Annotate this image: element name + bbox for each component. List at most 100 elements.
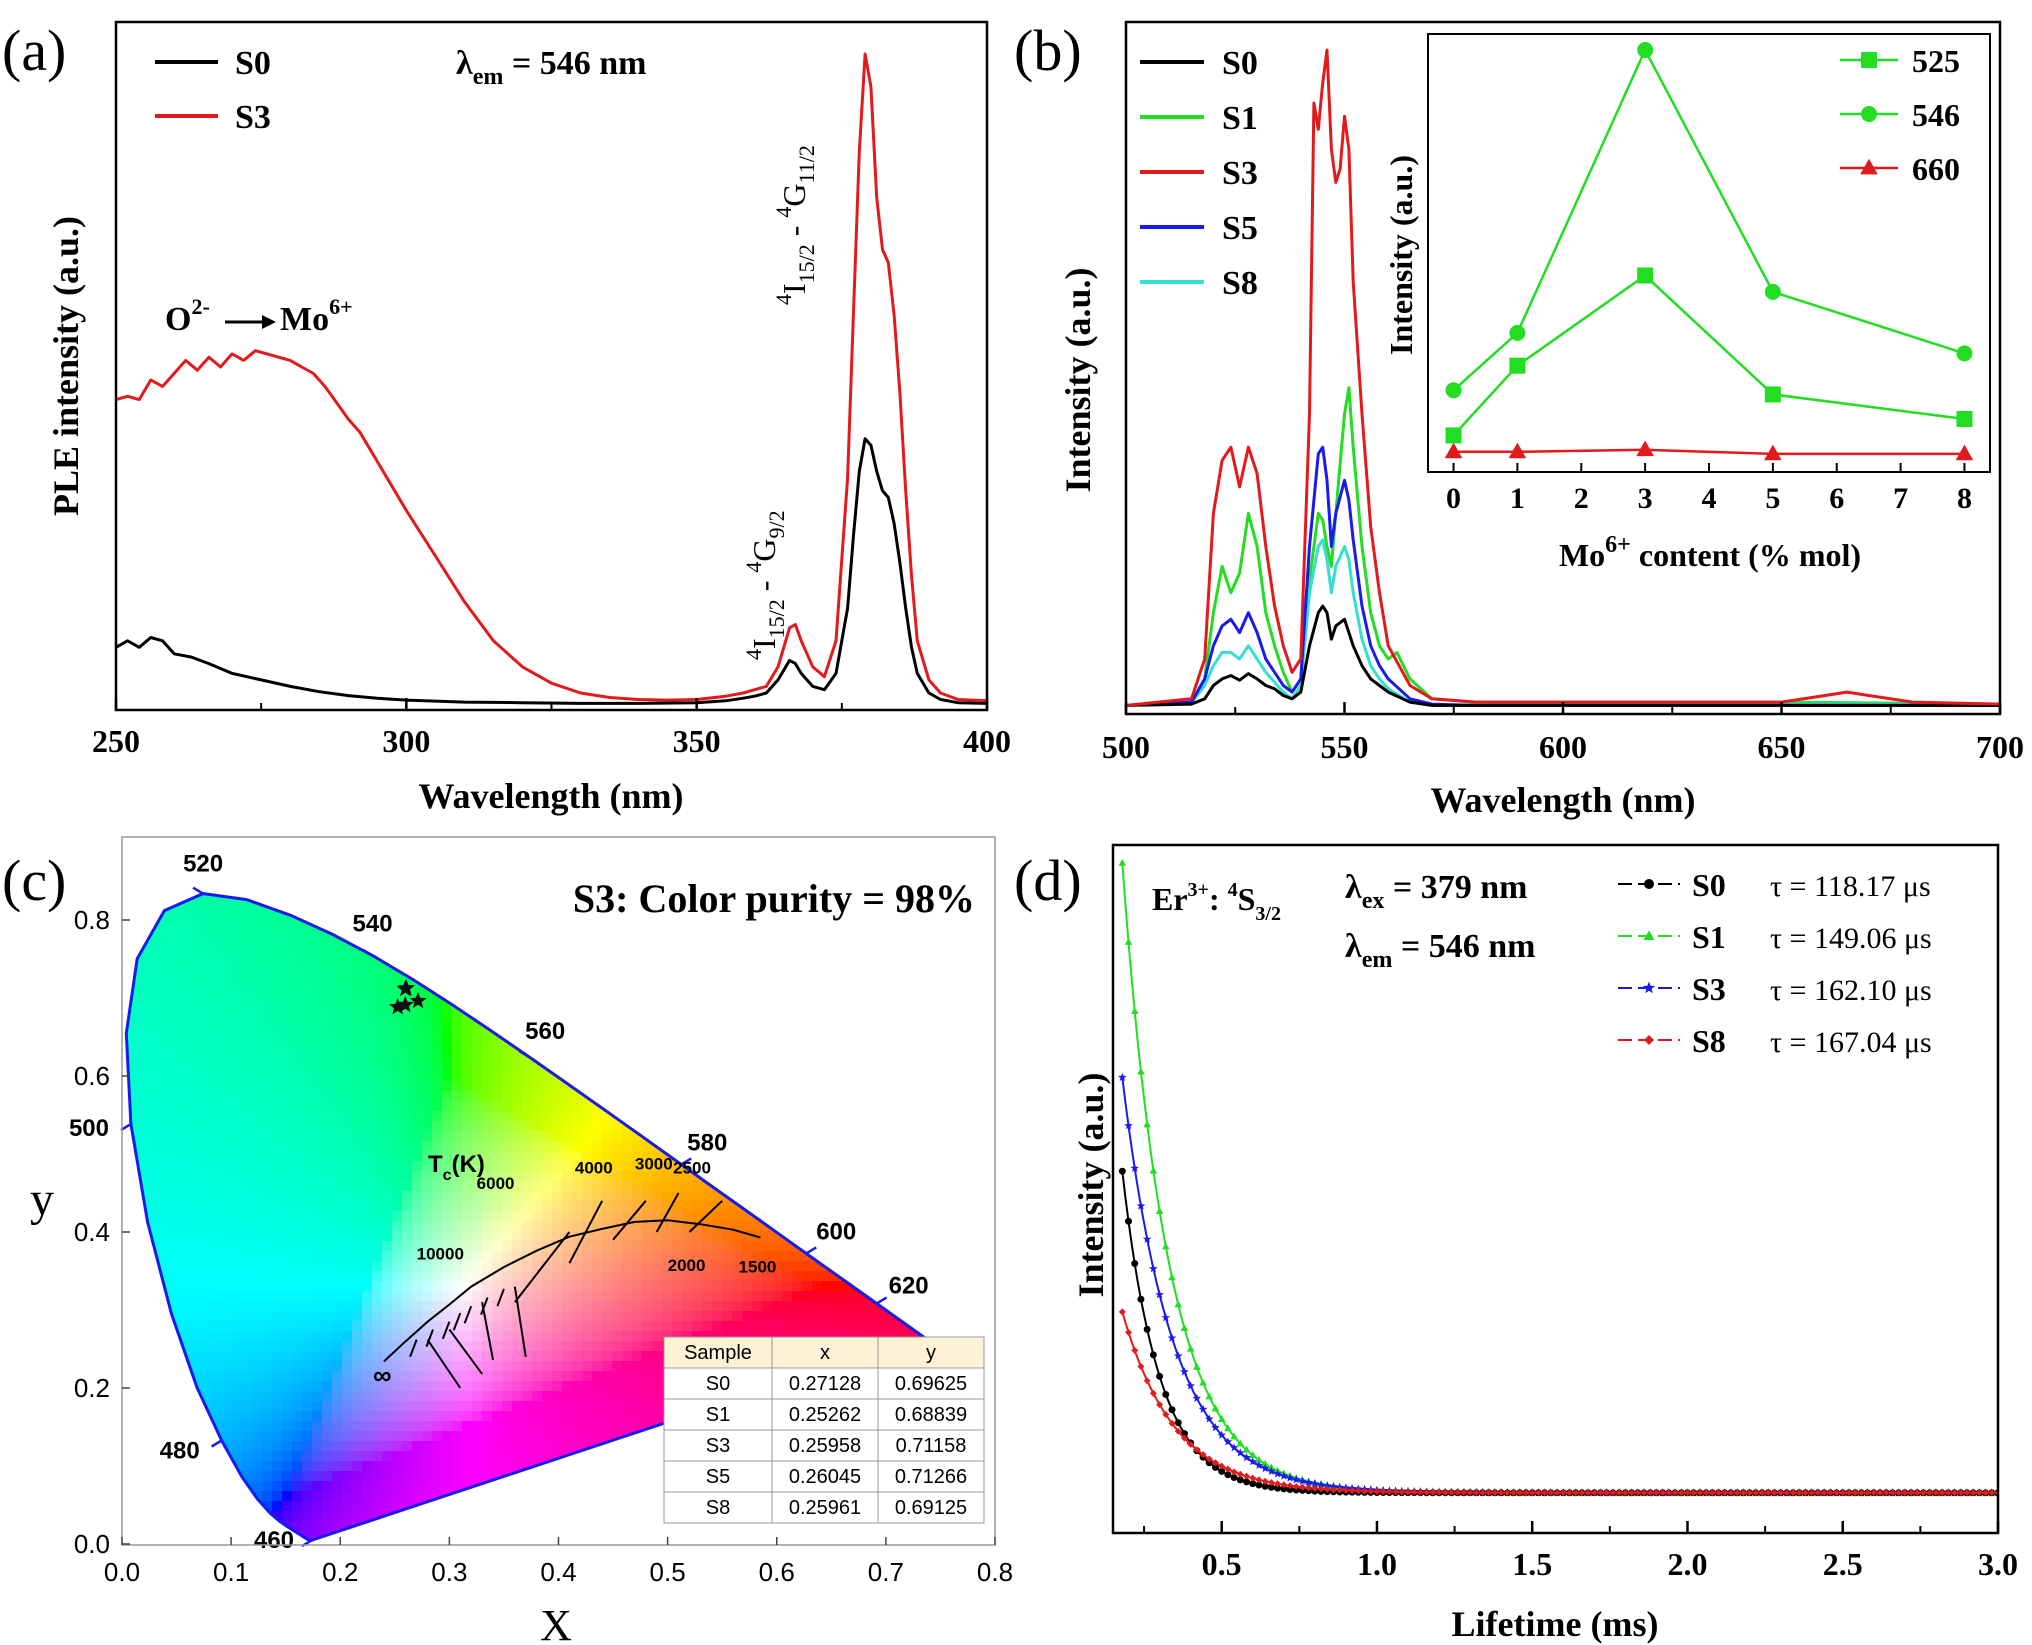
cie-color-cell (512, 881, 523, 892)
cie-color-cell (372, 1391, 383, 1402)
cie-color-cell (362, 1251, 373, 1262)
inset-point-546 (1956, 345, 1973, 362)
cie-color-cell (142, 1491, 153, 1502)
cie-color-cell (332, 1221, 343, 1232)
cie-color-cell (602, 1351, 613, 1362)
cie-color-cell (672, 1131, 683, 1142)
cie-color-cell (292, 1491, 303, 1502)
cie-color-cell (512, 961, 523, 972)
cie-color-cell (182, 1211, 193, 1222)
cie-color-cell (482, 1511, 493, 1522)
cie-color-cell (452, 1121, 463, 1132)
cie-color-cell (562, 901, 573, 912)
cie-color-cell (512, 1421, 523, 1432)
cie-color-cell (132, 901, 143, 912)
cie-color-cell (152, 1051, 163, 1062)
cie-color-cell (512, 1311, 523, 1322)
cie-color-cell (642, 1351, 653, 1362)
cie-color-cell (432, 1141, 443, 1152)
cie-color-cell (372, 1371, 383, 1382)
cie-color-cell (262, 1441, 273, 1452)
cie-color-cell (232, 1441, 243, 1452)
cie-color-cell (532, 1471, 543, 1482)
cie-color-cell (352, 951, 363, 962)
cie-color-cell (622, 941, 633, 952)
cie-color-cell (752, 1271, 763, 1282)
cie-color-cell (242, 1221, 253, 1232)
cie-color-cell (802, 931, 813, 942)
cie-color-cell (292, 1361, 303, 1372)
cie-color-cell (792, 1011, 803, 1022)
cie-color-cell (182, 1201, 193, 1212)
cie-color-cell (812, 971, 823, 982)
cie-color-cell (712, 1061, 723, 1072)
cie-color-cell (252, 1191, 263, 1202)
cie-color-cell (782, 1111, 793, 1122)
cie-color-cell (212, 911, 223, 922)
cie-color-cell (732, 961, 743, 972)
cie-color-cell (672, 1291, 683, 1302)
cie-color-cell (362, 881, 373, 892)
cie-color-cell (332, 1431, 343, 1442)
cie-color-cell (482, 1401, 493, 1412)
cie-color-cell (652, 1031, 663, 1042)
cie-color-cell (722, 1171, 733, 1182)
cie-color-cell (192, 1531, 203, 1541)
x-tick-label: 250 (92, 723, 140, 759)
cie-color-cell (522, 1401, 533, 1412)
cie-color-cell (162, 1111, 173, 1122)
cie-color-cell (192, 1291, 203, 1302)
cie-color-cell (232, 1491, 243, 1502)
cie-color-cell (822, 1531, 833, 1541)
cie-color-cell (472, 1301, 483, 1312)
cie-color-cell (832, 951, 843, 962)
cie-color-cell (632, 1511, 643, 1522)
cie-color-cell (432, 1281, 443, 1292)
cie-color-cell (352, 1111, 363, 1122)
cie-color-cell (352, 1541, 363, 1552)
cie-color-cell (202, 1431, 213, 1442)
cie-color-cell (652, 1181, 663, 1192)
cie-color-cell (312, 1241, 323, 1252)
cie-color-cell (352, 893, 363, 902)
cie-color-cell (202, 1161, 213, 1172)
cie-color-cell (732, 1001, 743, 1012)
cie-color-cell (772, 1061, 783, 1072)
cie-color-cell (592, 1071, 603, 1082)
cie-color-cell (362, 1171, 373, 1182)
cie-color-cell (442, 1181, 453, 1192)
cie-color-cell (362, 1431, 373, 1442)
inset-legend-marker-546 (1861, 106, 1877, 122)
cie-color-cell (572, 1271, 583, 1282)
cie-color-cell (502, 1091, 513, 1102)
cie-color-cell (302, 1441, 313, 1452)
cie-color-cell (352, 1181, 363, 1192)
cie-color-cell (252, 1221, 263, 1232)
cie-color-cell (652, 1271, 663, 1282)
cie-color-cell (202, 1351, 213, 1362)
cie-color-cell (302, 1381, 313, 1392)
cie-color-cell (422, 901, 433, 912)
cie-color-cell (682, 1021, 693, 1032)
cie-color-cell (622, 1341, 633, 1352)
cie-color-cell (232, 1171, 243, 1182)
cie-color-cell (612, 1071, 623, 1082)
cie-color-cell (512, 893, 523, 902)
cie-color-cell (612, 1481, 623, 1492)
cie-color-cell (592, 1381, 603, 1392)
cie-color-cell (372, 1251, 383, 1262)
cie-color-cell (522, 1271, 533, 1282)
cie-color-cell (442, 1241, 453, 1252)
cie-color-cell (542, 1291, 553, 1302)
cie-color-cell (272, 1131, 283, 1142)
cie-color-cell (422, 1271, 433, 1282)
cie-color-cell (742, 1281, 753, 1292)
cie-color-cell (722, 1021, 733, 1032)
cie-color-cell (312, 1361, 323, 1372)
cie-color-cell (832, 1311, 843, 1322)
cie-color-cell (732, 1111, 743, 1122)
cie-color-cell (512, 1101, 523, 1112)
cie-color-cell (522, 1211, 533, 1222)
cie-color-cell (452, 1101, 463, 1112)
cie-color-cell (132, 1421, 143, 1432)
